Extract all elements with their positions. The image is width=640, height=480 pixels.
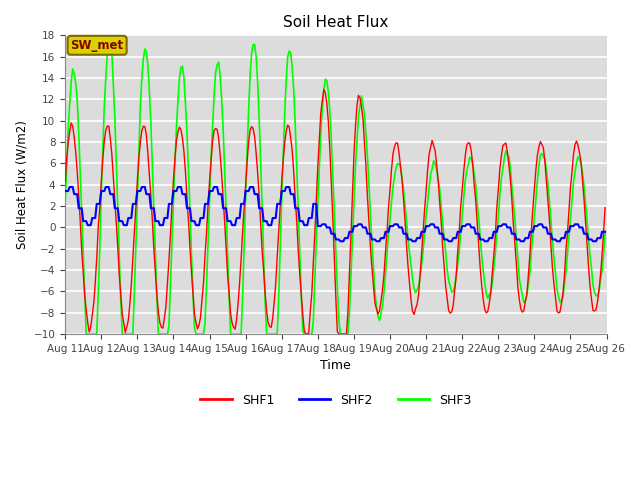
SHF3 — [243, 148, 251, 154]
SHF1 — [250, 126, 257, 132]
Y-axis label: Soil Heat Flux (W/m2): Soil Heat Flux (W/m2) — [15, 120, 28, 249]
SHF1 — [320, 86, 328, 92]
SHF3 — [83, 331, 90, 337]
SHF1 — [601, 205, 609, 211]
SHF2 — [222, 205, 230, 211]
SHF2 — [240, 201, 248, 207]
SHF3 — [252, 54, 260, 60]
Legend: SHF1, SHF2, SHF3: SHF1, SHF2, SHF3 — [195, 389, 476, 411]
SHF1 — [302, 331, 310, 337]
SHF1 — [61, 179, 69, 185]
SHF2 — [337, 239, 344, 244]
Text: SW_met: SW_met — [70, 39, 124, 52]
Line: SHF3: SHF3 — [65, 41, 605, 334]
SHF2 — [574, 221, 582, 227]
SHF2 — [601, 229, 609, 235]
SHF2 — [127, 215, 135, 221]
SHF1 — [574, 143, 582, 148]
Line: SHF1: SHF1 — [65, 89, 605, 334]
SHF3 — [601, 230, 609, 236]
SHF1 — [222, 244, 230, 250]
SHF3 — [574, 154, 582, 159]
SHF1 — [240, 206, 248, 212]
SHF3 — [225, 295, 233, 300]
SHF2 — [246, 184, 254, 190]
X-axis label: Time: Time — [321, 360, 351, 372]
SHF3 — [61, 201, 69, 206]
SHF1 — [298, 292, 305, 298]
SHF2 — [299, 218, 307, 224]
Line: SHF2: SHF2 — [65, 187, 605, 241]
SHF3 — [105, 38, 113, 44]
SHF3 — [300, 331, 308, 337]
SHF1 — [127, 282, 135, 288]
SHF3 — [131, 291, 138, 297]
SHF2 — [61, 188, 69, 194]
SHF2 — [251, 191, 259, 197]
Title: Soil Heat Flux: Soil Heat Flux — [283, 15, 388, 30]
